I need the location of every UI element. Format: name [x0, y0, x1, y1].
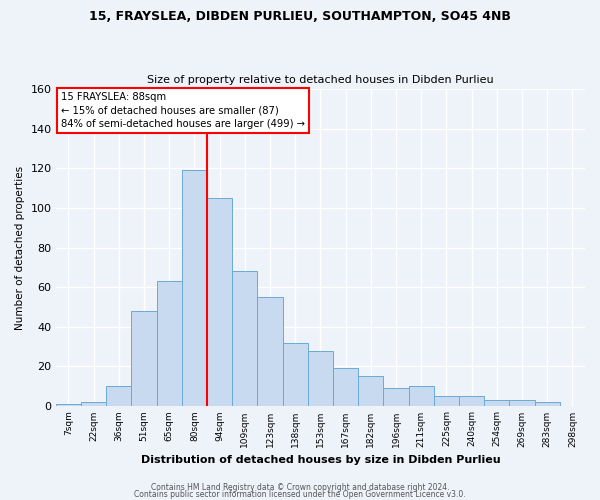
Text: Contains HM Land Registry data © Crown copyright and database right 2024.: Contains HM Land Registry data © Crown c… — [151, 484, 449, 492]
Bar — [358, 376, 383, 406]
Bar — [383, 388, 409, 406]
X-axis label: Distribution of detached houses by size in Dibden Purlieu: Distribution of detached houses by size … — [140, 455, 500, 465]
Bar — [232, 272, 257, 406]
Bar — [409, 386, 434, 406]
Bar — [257, 297, 283, 406]
Bar — [459, 396, 484, 406]
Bar — [56, 404, 81, 406]
Bar — [333, 368, 358, 406]
Bar — [207, 198, 232, 406]
Bar — [106, 386, 131, 406]
Text: 15, FRAYSLEA, DIBDEN PURLIEU, SOUTHAMPTON, SO45 4NB: 15, FRAYSLEA, DIBDEN PURLIEU, SOUTHAMPTO… — [89, 10, 511, 23]
Bar — [535, 402, 560, 406]
Bar — [81, 402, 106, 406]
Bar — [509, 400, 535, 406]
Text: Contains public sector information licensed under the Open Government Licence v3: Contains public sector information licen… — [134, 490, 466, 499]
Bar — [283, 342, 308, 406]
Bar — [131, 311, 157, 406]
Bar — [484, 400, 509, 406]
Title: Size of property relative to detached houses in Dibden Purlieu: Size of property relative to detached ho… — [147, 76, 494, 86]
Text: 15 FRAYSLEA: 88sqm
← 15% of detached houses are smaller (87)
84% of semi-detache: 15 FRAYSLEA: 88sqm ← 15% of detached hou… — [61, 92, 305, 128]
Y-axis label: Number of detached properties: Number of detached properties — [15, 166, 25, 330]
Bar — [157, 282, 182, 406]
Bar — [308, 350, 333, 406]
Bar — [434, 396, 459, 406]
Bar — [182, 170, 207, 406]
